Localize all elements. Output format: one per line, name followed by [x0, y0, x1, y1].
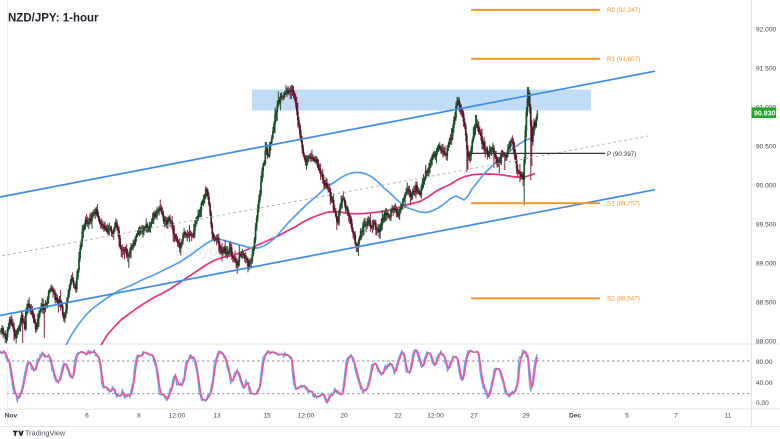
svg-text:12:00: 12:00: [169, 413, 186, 420]
svg-text:20: 20: [340, 413, 348, 420]
svg-text:Dec: Dec: [569, 413, 581, 420]
svg-text:90.500: 90.500: [756, 143, 777, 150]
svg-text:0.00: 0.00: [756, 400, 769, 407]
svg-text:S1 (89.757): S1 (89.757): [607, 201, 640, 208]
svg-text:22: 22: [394, 413, 402, 420]
svg-text:80.00: 80.00: [756, 359, 773, 366]
svg-text:P (90.397): P (90.397): [607, 151, 636, 158]
svg-text:89.000: 89.000: [756, 260, 777, 267]
svg-text:6: 6: [85, 413, 89, 420]
svg-text:S2 (88.547): S2 (88.547): [607, 296, 640, 303]
svg-text:TradingView: TradingView: [25, 429, 66, 438]
svg-text:11: 11: [725, 413, 732, 420]
svg-text:Nov: Nov: [5, 413, 18, 420]
svg-text:91.500: 91.500: [756, 65, 777, 72]
svg-text:12:00: 12:00: [427, 413, 444, 420]
svg-text:13: 13: [213, 413, 221, 420]
svg-text:88.000: 88.000: [756, 338, 777, 345]
svg-text:40.00: 40.00: [756, 380, 773, 387]
svg-text:27: 27: [470, 413, 478, 420]
svg-text:90.930: 90.930: [754, 111, 776, 118]
svg-text:15: 15: [263, 413, 271, 420]
svg-text:8: 8: [137, 413, 141, 420]
svg-text:90.000: 90.000: [756, 182, 777, 189]
svg-text:29: 29: [522, 413, 530, 420]
svg-text:NZD/JPY: 1-hour: NZD/JPY: 1-hour: [8, 13, 99, 25]
svg-text:R1 (91.607): R1 (91.607): [607, 56, 640, 63]
svg-text:88.500: 88.500: [756, 299, 777, 306]
svg-text:12:00: 12:00: [298, 413, 315, 420]
svg-text:5: 5: [625, 413, 629, 420]
svg-text:R2 (92.247): R2 (92.247): [607, 7, 640, 14]
svg-text:92.000: 92.000: [756, 26, 777, 33]
svg-text:7: 7: [674, 413, 678, 420]
svg-text:89.500: 89.500: [756, 221, 777, 228]
